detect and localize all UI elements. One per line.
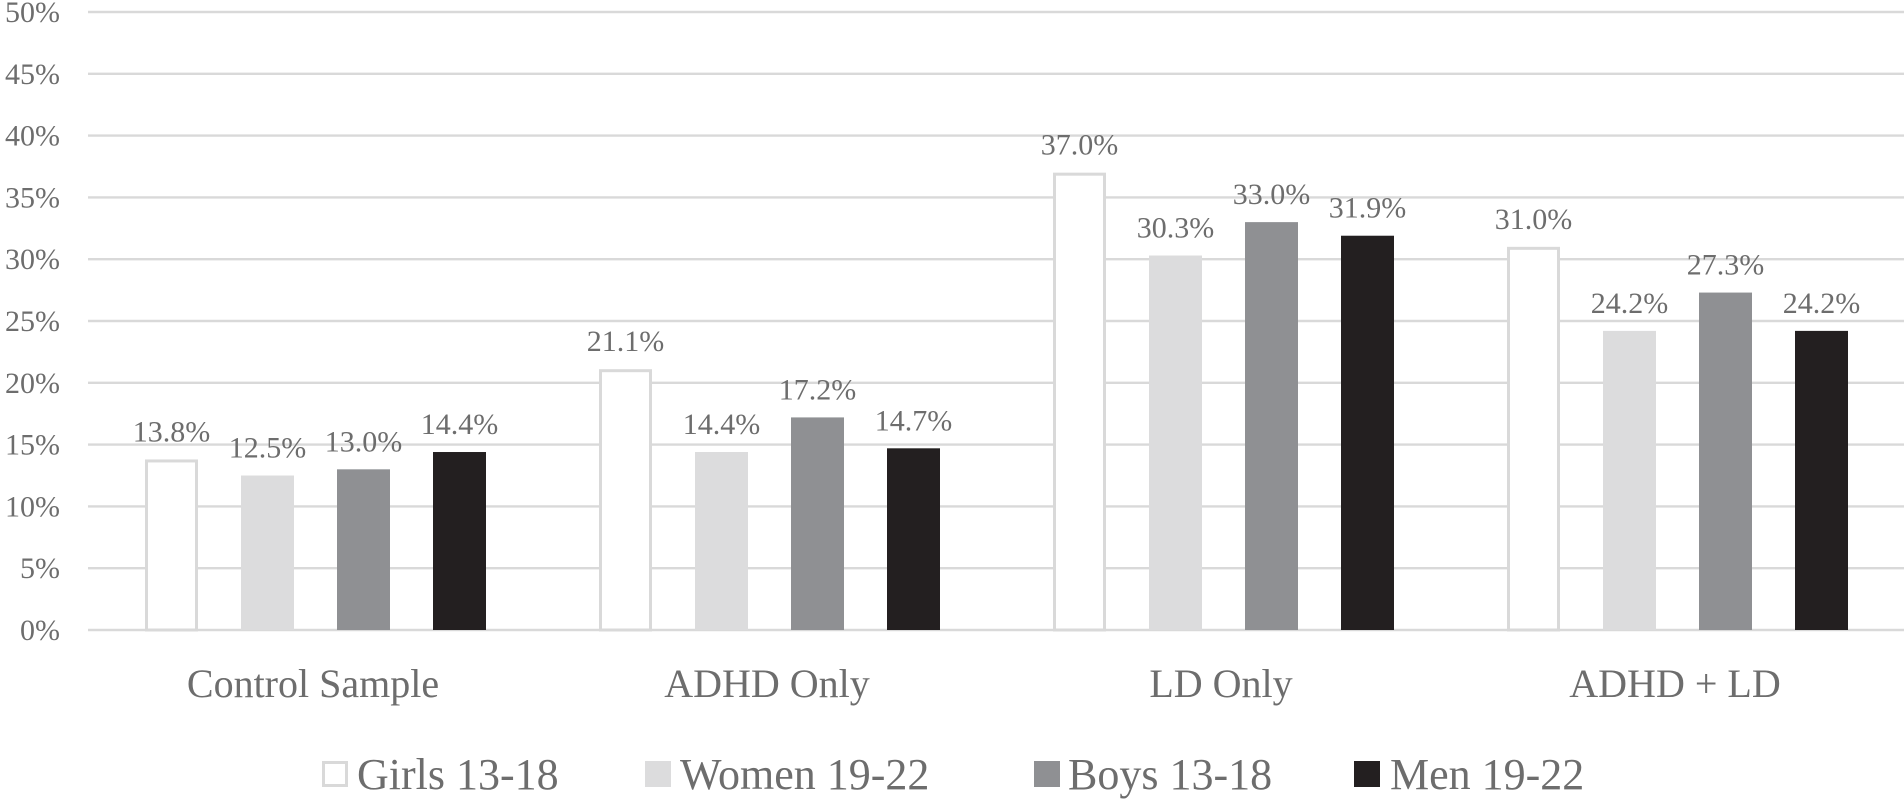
bar-1-2 xyxy=(791,417,844,630)
x-axis-category-labels: Control Sample ADHD Only LD Only ADHD + LD xyxy=(187,661,1781,706)
bar-0-1 xyxy=(241,475,294,630)
y-tick-label-45: 45% xyxy=(5,58,60,91)
bar-1-1 xyxy=(695,452,748,630)
category-label-3: ADHD + LD xyxy=(1569,661,1780,706)
data-labels: 13.8% 12.5% 13.0% 14.4% 21.1% 14.4% 17.2% 14.7%… xyxy=(133,129,1861,465)
legend-swatch-2 xyxy=(1034,761,1060,787)
y-tick-label-50: 50% xyxy=(5,0,60,29)
y-tick-label-40: 40% xyxy=(5,120,60,153)
data-label-0-1: 12.5% xyxy=(229,432,307,465)
y-tick-label-0: 0% xyxy=(20,614,60,647)
data-label-3-0: 31.0% xyxy=(1495,203,1573,236)
data-label-1-3: 14.7% xyxy=(875,404,953,437)
y-tick-label-30: 30% xyxy=(5,243,60,276)
data-label-0-0: 13.8% xyxy=(133,415,211,448)
bar-1-3 xyxy=(887,448,940,630)
bar-3-3 xyxy=(1795,330,1848,630)
bar-0-3 xyxy=(433,452,486,630)
data-label-3-2: 27.3% xyxy=(1687,249,1765,282)
data-label-2-0: 37.0% xyxy=(1041,129,1119,162)
bar-2-1 xyxy=(1149,255,1202,630)
bar-0-0 xyxy=(145,459,198,632)
legend-label-0: Girls 13-18 xyxy=(357,750,559,799)
gridlines xyxy=(88,10,1904,632)
bar-2-0 xyxy=(1053,172,1106,632)
y-axis-tick-labels: 0% 5% 10% 15% 20% 25% 30% 35% 40% 45% 50% xyxy=(5,0,60,647)
data-label-2-1: 30.3% xyxy=(1137,211,1215,244)
bar-2-3 xyxy=(1341,235,1394,630)
category-label-0: Control Sample xyxy=(187,661,439,706)
bar-2-2 xyxy=(1245,222,1298,630)
data-label-2-2: 33.0% xyxy=(1233,178,1311,211)
legend-label-1: Women 19-22 xyxy=(680,750,929,799)
category-label-1: ADHD Only xyxy=(664,661,870,706)
y-tick-label-25: 25% xyxy=(5,305,60,338)
legend-swatch-3 xyxy=(1354,761,1380,787)
legend: Girls 13-18 Women 19-22 Boys 13-18 Men 19-2… xyxy=(322,750,1584,799)
bar-3-0 xyxy=(1507,246,1560,632)
bar-3-2 xyxy=(1699,292,1752,630)
data-label-3-3: 24.2% xyxy=(1783,287,1861,320)
category-label-2: LD Only xyxy=(1149,661,1292,706)
data-label-1-0: 21.1% xyxy=(587,325,665,358)
data-label-3-1: 24.2% xyxy=(1591,287,1669,320)
legend-label-3: Men 19-22 xyxy=(1390,750,1584,799)
y-tick-label-10: 10% xyxy=(5,490,60,523)
bars xyxy=(145,172,1848,632)
bar-3-1 xyxy=(1603,330,1656,630)
data-label-2-3: 31.9% xyxy=(1329,192,1407,225)
data-label-0-2: 13.0% xyxy=(325,425,403,458)
data-label-0-3: 14.4% xyxy=(421,408,499,441)
y-tick-label-20: 20% xyxy=(5,367,60,400)
legend-swatch-0 xyxy=(322,761,348,787)
data-label-1-1: 14.4% xyxy=(683,408,761,441)
legend-label-2: Boys 13-18 xyxy=(1068,750,1272,799)
legend-swatch-1 xyxy=(645,761,671,787)
y-tick-label-5: 5% xyxy=(20,552,60,585)
data-label-1-2: 17.2% xyxy=(779,373,857,406)
y-tick-label-15: 15% xyxy=(5,429,60,462)
bar-0-2 xyxy=(337,469,390,630)
y-tick-label-35: 35% xyxy=(5,181,60,214)
bar-1-0 xyxy=(599,369,652,632)
